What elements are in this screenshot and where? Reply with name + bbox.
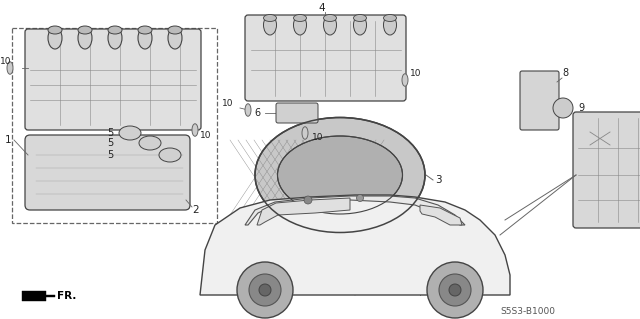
Text: 10: 10 [0, 56, 12, 65]
Ellipse shape [264, 14, 276, 21]
Text: 10: 10 [222, 99, 234, 108]
Circle shape [237, 262, 293, 318]
Ellipse shape [48, 26, 62, 34]
Ellipse shape [192, 124, 198, 136]
Ellipse shape [278, 136, 403, 214]
Ellipse shape [402, 74, 408, 86]
Ellipse shape [264, 15, 276, 35]
Circle shape [304, 196, 312, 204]
FancyBboxPatch shape [573, 112, 640, 228]
Ellipse shape [353, 14, 367, 21]
Ellipse shape [294, 14, 307, 21]
Text: FR.: FR. [57, 291, 76, 301]
FancyBboxPatch shape [245, 15, 406, 101]
Text: 2: 2 [192, 205, 198, 215]
Ellipse shape [108, 27, 122, 49]
Text: S5S3-B1000: S5S3-B1000 [500, 307, 555, 315]
Text: 1: 1 [5, 135, 12, 145]
Polygon shape [257, 198, 350, 225]
Polygon shape [420, 205, 462, 225]
Circle shape [439, 274, 471, 306]
Text: 8: 8 [562, 68, 568, 78]
Ellipse shape [168, 26, 182, 34]
Ellipse shape [245, 104, 251, 116]
Text: 10: 10 [200, 130, 211, 139]
Ellipse shape [168, 27, 182, 49]
Circle shape [259, 284, 271, 296]
Ellipse shape [138, 27, 152, 49]
Ellipse shape [138, 26, 152, 34]
Ellipse shape [159, 148, 181, 162]
Polygon shape [22, 291, 55, 301]
Ellipse shape [255, 117, 425, 233]
FancyBboxPatch shape [25, 29, 201, 130]
Text: 4: 4 [318, 3, 324, 13]
Ellipse shape [383, 14, 397, 21]
Text: 9: 9 [578, 103, 584, 113]
Text: 3: 3 [435, 175, 442, 185]
Ellipse shape [108, 26, 122, 34]
Ellipse shape [302, 127, 308, 139]
Polygon shape [200, 195, 510, 295]
FancyBboxPatch shape [276, 103, 318, 123]
Text: 5: 5 [107, 138, 113, 148]
Ellipse shape [323, 14, 337, 21]
Circle shape [356, 195, 364, 202]
Circle shape [427, 262, 483, 318]
Polygon shape [245, 196, 465, 225]
Ellipse shape [383, 15, 397, 35]
Ellipse shape [294, 15, 307, 35]
Ellipse shape [78, 27, 92, 49]
Circle shape [553, 98, 573, 118]
Circle shape [449, 284, 461, 296]
Bar [12, 28, 217, 223]
Ellipse shape [119, 126, 141, 140]
FancyBboxPatch shape [25, 135, 190, 210]
Ellipse shape [353, 15, 367, 35]
Text: 6: 6 [254, 108, 260, 118]
Ellipse shape [48, 27, 62, 49]
Text: 10: 10 [312, 133, 323, 143]
Circle shape [249, 274, 281, 306]
FancyBboxPatch shape [520, 71, 559, 130]
Text: 5: 5 [107, 150, 113, 160]
Text: 10: 10 [410, 69, 422, 78]
Text: 5: 5 [107, 128, 113, 138]
Ellipse shape [78, 26, 92, 34]
Ellipse shape [323, 15, 337, 35]
Ellipse shape [7, 62, 13, 74]
Ellipse shape [139, 136, 161, 150]
